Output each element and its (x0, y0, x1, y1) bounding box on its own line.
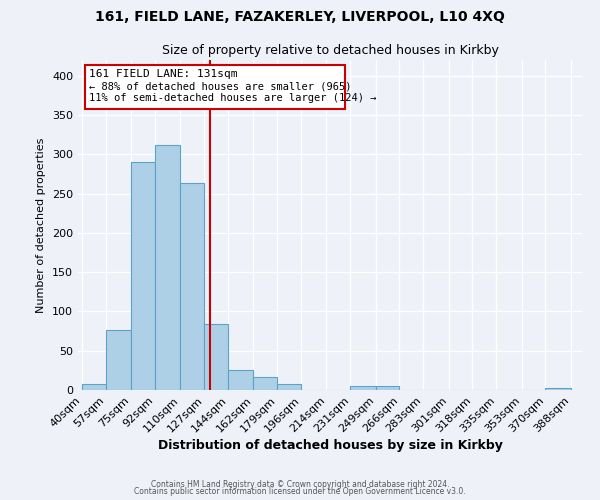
Text: 161 FIELD LANE: 131sqm: 161 FIELD LANE: 131sqm (89, 70, 238, 80)
Bar (228, 370, 253, 390)
X-axis label: Distribution of detached houses by size in Kirkby: Distribution of detached houses by size … (158, 440, 502, 452)
Bar (106, 330, 131, 390)
Bar (205, 324, 228, 390)
Bar (82, 384, 106, 390)
Y-axis label: Number of detached properties: Number of detached properties (37, 138, 46, 312)
Bar (85, 66, 345, 108)
Bar (376, 386, 400, 390)
Text: 11% of semi-detached houses are larger (124) →: 11% of semi-detached houses are larger (… (89, 93, 377, 103)
Bar (545, 388, 571, 390)
Bar (350, 386, 376, 390)
Bar (253, 378, 277, 390)
Text: 161, FIELD LANE, FAZAKERLEY, LIVERPOOL, L10 4XQ: 161, FIELD LANE, FAZAKERLEY, LIVERPOOL, … (95, 10, 505, 24)
Text: Contains HM Land Registry data © Crown copyright and database right 2024.: Contains HM Land Registry data © Crown c… (151, 480, 449, 489)
Bar (131, 162, 155, 390)
Title: Size of property relative to detached houses in Kirkby: Size of property relative to detached ho… (161, 44, 499, 58)
Text: Contains public sector information licensed under the Open Government Licence v3: Contains public sector information licen… (134, 488, 466, 496)
Bar (155, 145, 181, 390)
Bar (181, 184, 205, 390)
Bar (277, 384, 301, 390)
Text: ← 88% of detached houses are smaller (965): ← 88% of detached houses are smaller (96… (89, 81, 352, 91)
